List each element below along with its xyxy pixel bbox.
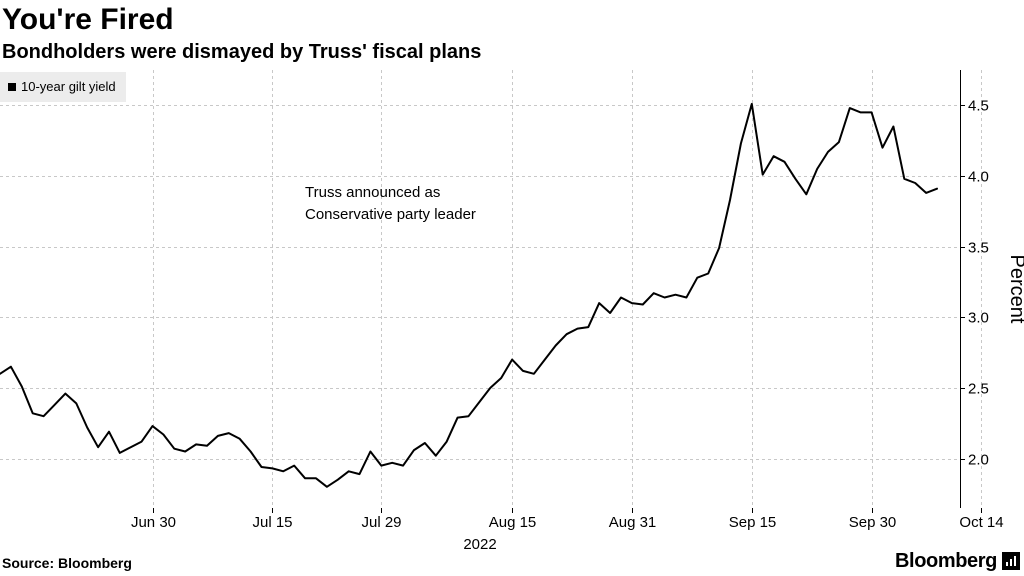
- vertical-gridlines: [153, 70, 982, 508]
- x-tick-label: Jul 15: [252, 514, 292, 531]
- source-note: Source: Bloomberg: [2, 555, 132, 571]
- y-axis-ticks: 2.0 2.5 3.0 3.5 4.0 4.5: [960, 98, 989, 469]
- annotation-line-1: Truss announced as: [305, 184, 440, 201]
- legend-label: 10-year gilt yield: [21, 79, 116, 94]
- y-tick-label: 2.0: [968, 452, 989, 469]
- x-tick-label: Jul 29: [361, 514, 401, 531]
- series-line-10-year-gilt-yield: [0, 102, 938, 488]
- x-tick-label: Sep 15: [729, 514, 777, 531]
- x-tick-label: Sep 30: [849, 514, 897, 531]
- logo-text: Bloomberg: [895, 550, 997, 572]
- x-axis-year-label: 2022: [463, 536, 496, 553]
- y-axis-label: Percent: [1006, 255, 1024, 324]
- y-tick-label: 3.5: [968, 240, 989, 257]
- x-tick-label: Aug 15: [489, 514, 537, 531]
- x-tick-label: Jun 30: [131, 514, 176, 531]
- legend: 10-year gilt yield: [0, 72, 126, 102]
- chart-title: You're Fired: [2, 3, 174, 36]
- annotation-line-2: Conservative party leader: [305, 206, 476, 223]
- bloomberg-logo: Bloomberg: [895, 549, 1020, 573]
- y-tick-label: 4.0: [968, 169, 989, 186]
- x-tick-label: Oct 14: [959, 514, 1003, 531]
- x-tick-label: Aug 31: [609, 514, 657, 531]
- y-tick-label: 4.5: [968, 98, 989, 115]
- chart-subtitle: Bondholders were dismayed by Truss' fisc…: [2, 41, 482, 63]
- bloomberg-terminal-icon: [1001, 552, 1020, 570]
- x-axis-ticks: Jun 30 Jul 15 Jul 29 Aug 15 Aug 31 Sep 15 Sep …: [131, 508, 1004, 531]
- y-tick-label: 2.5: [968, 381, 989, 398]
- legend-swatch-icon: [8, 83, 16, 91]
- y-tick-label: 3.0: [968, 310, 989, 327]
- horizontal-gridlines: [0, 105, 960, 460]
